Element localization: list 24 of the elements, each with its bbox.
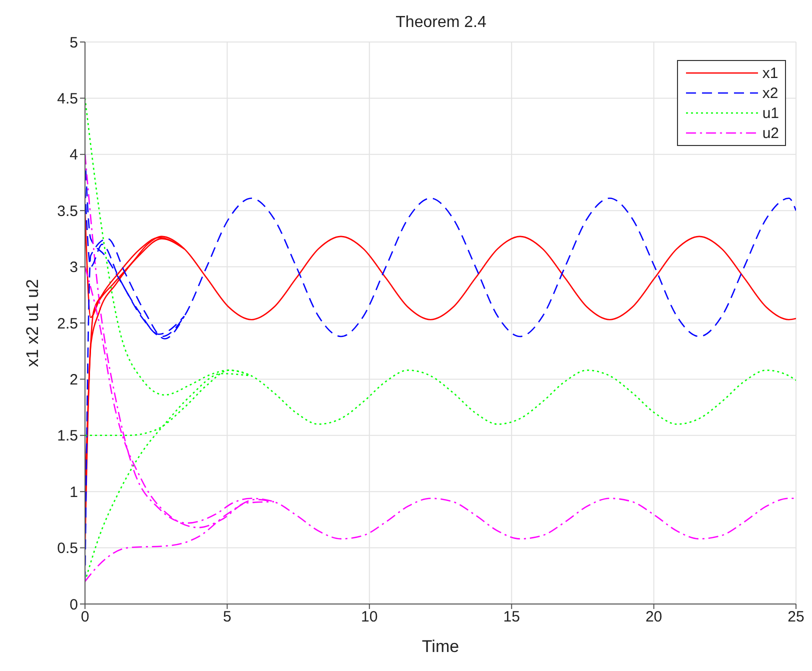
y-tick-label: 0 [70,596,78,614]
y-tick-label: 5 [70,34,78,52]
legend-label: x1 [762,64,778,82]
x-axis-title: Time [422,637,460,656]
legend-label: x2 [762,84,778,102]
chart-title: Theorem 2.4 [394,14,488,32]
x-tick-label: 15 [503,608,520,626]
y-tick-label: 1.5 [57,428,78,445]
y-tick-label: 4.5 [57,90,78,108]
x-tick-label: 20 [645,608,662,626]
legend-label: u2 [762,124,779,142]
y-tick-label: 4 [70,146,78,164]
legend-label: u1 [762,104,779,122]
x-tick-label: 25 [788,608,804,626]
y-tick-label: 3 [70,259,78,276]
y-tick-label: 1 [70,484,78,501]
y-tick-label: 2 [70,372,78,389]
y-tick-label: 2.5 [57,315,78,332]
x-tick-label: 10 [361,608,378,626]
x-tick-label: 0 [80,608,90,626]
y-tick-label: 3.5 [57,202,78,220]
x-tick-label: 5 [223,608,232,626]
y-axis-title: x1 x2 u1 u2 [23,279,42,367]
y-tick-label: 0.5 [57,540,78,558]
